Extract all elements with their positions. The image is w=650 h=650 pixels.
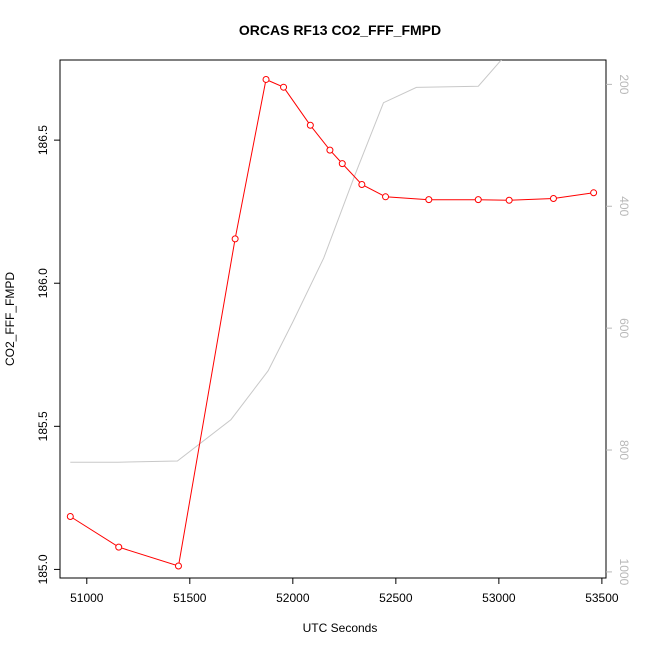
- y-tick-label: 185.0: [36, 554, 50, 584]
- data-point: [474, 196, 482, 204]
- y2-tick-label: 400: [617, 196, 631, 216]
- y-tick-label: 185.5: [36, 411, 50, 441]
- data-point: [382, 193, 390, 201]
- plot-area-frame: [59, 59, 607, 579]
- data-point: [425, 196, 433, 204]
- y2-tick-label: 200: [617, 74, 631, 94]
- data-point: [326, 146, 334, 154]
- data-point: [66, 512, 74, 520]
- data-point: [549, 195, 557, 203]
- data-point: [358, 180, 366, 188]
- x-tick-label: 51000: [70, 591, 104, 605]
- y-tick-label: 186.0: [36, 268, 50, 298]
- series-layer: [66, 60, 598, 570]
- x-tick-label: 52000: [276, 591, 310, 605]
- y2-tick-label: 600: [617, 318, 631, 338]
- x-axis-label: UTC Seconds: [303, 621, 378, 635]
- data-point: [280, 83, 288, 91]
- y2-tick-label: 800: [617, 440, 631, 460]
- y-tick-label: 186.5: [36, 125, 50, 155]
- data-point: [306, 121, 314, 129]
- data-point: [262, 75, 270, 83]
- chart-title: ORCAS RF13 CO2_FFF_FMPD: [239, 22, 441, 38]
- x-tick-label: 53000: [482, 591, 516, 605]
- y-axis-label: CO2_FFF_FMPD: [3, 272, 17, 366]
- x-tick-label: 51500: [173, 591, 207, 605]
- x-tick-label: 52500: [379, 591, 413, 605]
- data-point: [505, 196, 513, 204]
- data-point: [231, 235, 239, 243]
- y2-axis: 200 400 600 800 1000: [606, 74, 631, 586]
- data-point: [115, 543, 123, 551]
- data-point: [590, 189, 598, 197]
- y2-tick-label: 1000: [617, 559, 631, 586]
- x-tick-label: 53500: [585, 591, 619, 605]
- data-point: [338, 160, 346, 168]
- secondary-series-line: [70, 60, 502, 463]
- x-axis: 51000 51500 52000 52500 53000 53500: [70, 578, 619, 605]
- primary-series-line: [70, 78, 594, 567]
- data-point: [174, 562, 182, 570]
- y-axis: 185.0 185.5 186.0 186.5: [36, 125, 60, 584]
